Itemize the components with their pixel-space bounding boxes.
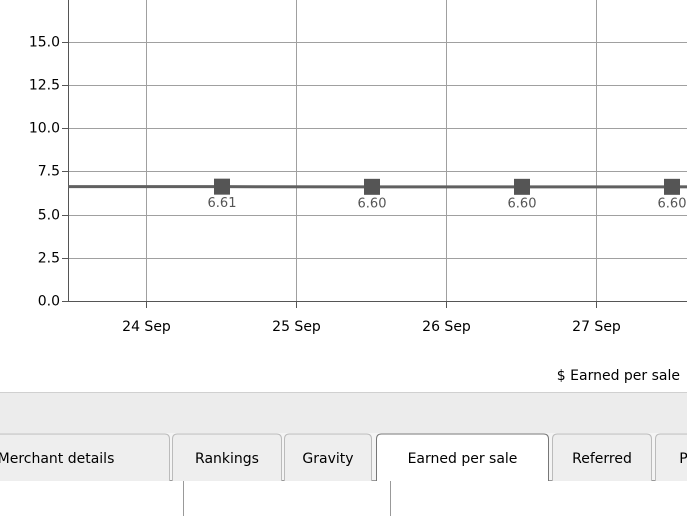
tab[interactable]: [284, 433, 372, 481]
y-tick-label: 10.0: [29, 121, 60, 137]
marker: [514, 178, 530, 195]
data-label: 6.60: [508, 196, 537, 211]
x-tick-label: 27 Sep: [572, 319, 621, 335]
panel: [0, 481, 687, 516]
marker: [664, 178, 680, 195]
marker: [214, 178, 230, 195]
y-tick-label: 0.0: [38, 294, 60, 310]
tab-label[interactable]: Merchant details: [0, 451, 114, 467]
chart-bg: [0, 0, 687, 392]
tab-label[interactable]: Rankings: [195, 451, 259, 467]
x-tick-label: 26 Sep: [422, 319, 471, 335]
tab-bar: Merchant details Rankings Gravity Earned pe…: [0, 433, 687, 481]
tab[interactable]: [172, 433, 282, 481]
marker: [364, 178, 380, 195]
tab[interactable]: [376, 433, 549, 481]
data-label: 6.60: [358, 196, 387, 211]
tab-label[interactable]: Earned per sale: [408, 451, 518, 467]
y-tick-label: 15.0: [29, 35, 60, 51]
y-tick-label: 2.5: [38, 251, 60, 267]
toolbar-band: [0, 393, 687, 433]
plot: 0.0 2.5 5.0 7.5 10.0 12.5 15.0 24 Sep 25 Sep 26 S…: [29, 0, 687, 335]
tab[interactable]: [655, 433, 687, 481]
tab-label[interactable]: Referred: [572, 451, 632, 467]
x-tick-label: 24 Sep: [122, 319, 171, 335]
tab[interactable]: [0, 433, 170, 481]
axis-label: $ Earned per sale: [557, 368, 680, 384]
y-tick-label: 5.0: [38, 208, 60, 224]
x-tick-label: 25 Sep: [272, 319, 321, 335]
tab-label[interactable]: Gravity: [302, 451, 353, 467]
y-tick-label: 12.5: [29, 78, 60, 94]
y-tick-label: 7.5: [38, 164, 60, 180]
data-label: 6.61: [208, 196, 237, 211]
tab-label[interactable]: Pe: [679, 451, 687, 467]
tab[interactable]: [552, 433, 652, 481]
data-label: 6.60: [658, 196, 687, 211]
